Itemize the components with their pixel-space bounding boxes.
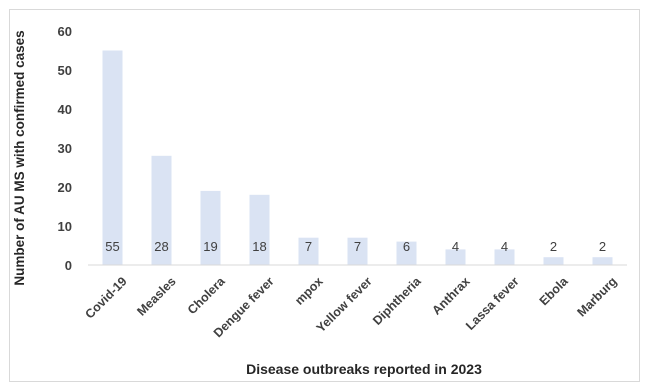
x-axis-title: Disease outbreaks reported in 2023 bbox=[246, 361, 482, 377]
y-tick-label: 0 bbox=[65, 258, 72, 273]
data-label: 6 bbox=[403, 239, 410, 254]
y-tick-label: 10 bbox=[58, 219, 72, 234]
category-label: Measles bbox=[134, 274, 178, 318]
bar bbox=[200, 190, 221, 265]
category-label: Lassa fever bbox=[463, 274, 522, 333]
bar bbox=[151, 155, 172, 265]
y-tick-label: 50 bbox=[58, 63, 72, 78]
bar bbox=[543, 257, 564, 265]
bar bbox=[347, 237, 368, 265]
data-label: 4 bbox=[501, 239, 508, 254]
bar bbox=[592, 257, 613, 265]
data-label: 2 bbox=[599, 239, 606, 254]
y-tick-label: 20 bbox=[58, 180, 72, 195]
category-label: Covid-19 bbox=[82, 274, 129, 321]
category-label: Ebola bbox=[537, 274, 572, 309]
category-label: Diphtheria bbox=[370, 274, 424, 328]
data-label: 2 bbox=[550, 239, 557, 254]
bar bbox=[249, 194, 270, 265]
category-label: Anthrax bbox=[429, 274, 472, 317]
y-tick-label: 60 bbox=[58, 24, 72, 39]
category-label: mpox bbox=[292, 274, 326, 308]
data-label: 4 bbox=[452, 239, 459, 254]
data-label: 18 bbox=[252, 239, 266, 254]
category-label: Cholera bbox=[185, 274, 229, 318]
data-label: 19 bbox=[203, 239, 217, 254]
bar bbox=[445, 249, 466, 265]
bar bbox=[494, 249, 515, 265]
data-label: 7 bbox=[354, 239, 361, 254]
y-tick-label: 40 bbox=[58, 102, 72, 117]
data-label: 28 bbox=[154, 239, 168, 254]
category-label: Marburg bbox=[574, 274, 619, 319]
bar bbox=[396, 241, 417, 265]
y-axis-title: Number of AU MS with confirmed cases bbox=[12, 30, 27, 285]
bar bbox=[102, 50, 123, 265]
data-label: 7 bbox=[305, 239, 312, 254]
y-tick-label: 30 bbox=[58, 141, 72, 156]
bar bbox=[298, 237, 319, 265]
data-label: 55 bbox=[105, 239, 119, 254]
